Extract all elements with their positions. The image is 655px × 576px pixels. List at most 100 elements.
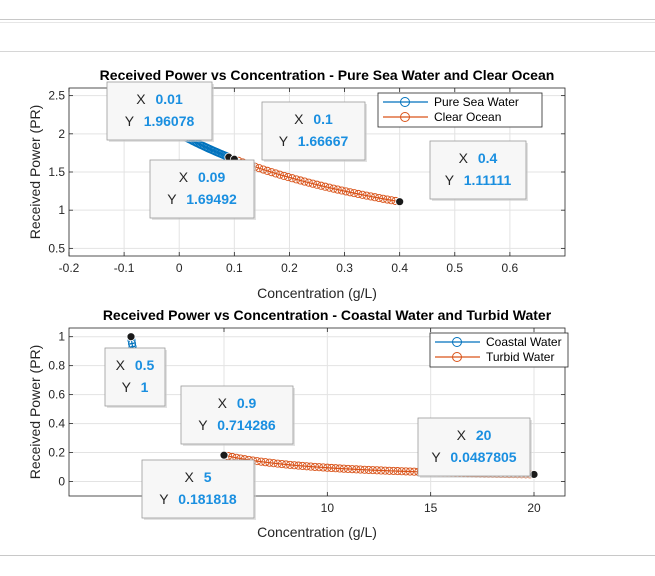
data-point: [377, 466, 386, 475]
datatip-y-value: 0.181818: [178, 491, 237, 507]
datatip-y-value: 1.66667: [298, 133, 349, 149]
data-point: [325, 183, 334, 192]
datatip: X 20 Y 0.0487805: [417, 417, 532, 478]
datatip-y-row: Y 0.714286: [198, 417, 276, 433]
data-point: [273, 459, 282, 468]
chart-title: Received Power vs Concentration - Pure S…: [100, 67, 555, 83]
datatip-x-value: 5: [204, 469, 212, 485]
datatip-x-value: 20: [476, 427, 492, 443]
legend-entry: Turbid Water: [486, 350, 554, 364]
data-point: [327, 463, 336, 473]
toolbar-border: [0, 22, 655, 23]
datatip-y-row: Y 1.69492: [167, 191, 237, 207]
legend-marker: [400, 97, 410, 107]
data-point: [360, 465, 369, 474]
data-point: [267, 168, 276, 177]
datatip-y-row: Y 1.96078: [125, 113, 195, 129]
data-point: [265, 458, 274, 467]
datatip-y-key: Y: [198, 417, 211, 433]
datatip-box: [149, 159, 255, 219]
data-point: [271, 169, 280, 178]
data-point: [343, 464, 353, 473]
data-point: [312, 180, 322, 189]
data-point: [306, 462, 315, 471]
data-point: [372, 466, 381, 475]
datatip-x-value: 0.4: [478, 150, 498, 166]
data-point: [348, 465, 357, 474]
x-tick-label: 0.4: [391, 261, 408, 275]
datatip-x-key: X: [457, 427, 470, 443]
datatip-x-key: X: [459, 150, 472, 166]
data-point: [296, 176, 305, 185]
data-point: [298, 461, 307, 470]
data-point: [261, 458, 270, 467]
datatip-box: [180, 385, 294, 445]
datatip-marker: [219, 450, 229, 460]
data-point: [300, 177, 309, 186]
chart-2: 5 10 15 20 0 0.2 0.4 0.6 0.8 1 Received Power vs C…: [27, 307, 569, 540]
data-point: [257, 457, 266, 466]
data-point: [319, 463, 328, 472]
datatip-box: [106, 81, 213, 141]
y-axis-label: Received Power (PR): [27, 105, 43, 240]
data-point: [269, 459, 278, 468]
datatip-box: [429, 140, 527, 200]
data-point: [362, 191, 371, 200]
data-point: [335, 464, 344, 473]
y-tick-label: 0: [58, 475, 65, 489]
datatip-y-key: Y: [279, 133, 292, 149]
data-point: [263, 166, 272, 175]
datatip-x-row: X 0.01: [136, 91, 183, 107]
data-point: [354, 189, 363, 199]
data-point: [374, 193, 384, 203]
datatip-y-row: Y 1.11111: [445, 172, 512, 188]
axes-box: [68, 327, 566, 497]
data-point: [401, 467, 410, 476]
data-point: [279, 171, 288, 180]
data-point: [323, 463, 332, 472]
window-bottom-border: [0, 555, 655, 556]
y-tick-label: 0.8: [48, 359, 65, 373]
data-point: [281, 460, 291, 469]
data-point: [389, 466, 398, 475]
data-point: [368, 466, 377, 475]
data-point: [352, 465, 361, 474]
data-point: [317, 181, 326, 190]
chart-1: -0.2 -0.1 0 0.1 0.2 0.3 0.4 0.5 0.6 0.5 1 1.5 2 2.5 Re…: [27, 67, 566, 301]
y-tick-label: 0.4: [48, 417, 65, 431]
datatip-box: [417, 417, 531, 477]
data-point: [331, 464, 340, 473]
data-point: [321, 182, 330, 191]
y-tick-label: 1.5: [48, 165, 65, 179]
data-point: [333, 185, 342, 194]
data-point: [385, 466, 394, 475]
datatip: X 0.01 Y 1.96078: [106, 81, 214, 142]
y-tick-label: 2.5: [48, 89, 65, 103]
data-point: [366, 192, 375, 201]
datatip-y-key: Y: [125, 113, 138, 129]
x-tick-label: 0: [176, 261, 183, 275]
datatip-box: [261, 101, 366, 161]
datatip-x-key: X: [184, 469, 197, 485]
data-point: [329, 184, 338, 193]
x-tick-label: 0.3: [336, 261, 353, 275]
data-point: [286, 460, 295, 469]
data-point: [346, 188, 355, 197]
datatip-x-row: X 0.1: [294, 111, 333, 127]
x-tick-label: 0.1: [226, 261, 243, 275]
y-tick-label: 0.2: [48, 446, 65, 460]
datatip-y-key: Y: [431, 449, 444, 465]
window-top-border: [0, 19, 655, 20]
y-tick-label: 1: [58, 203, 65, 217]
y-tick-label: 0.5: [48, 241, 65, 255]
x-tick-label: 10: [321, 501, 335, 515]
datatip-box: [141, 459, 255, 519]
datatip: X 0.5Y 1: [104, 347, 167, 408]
data-point: [397, 467, 406, 476]
chart-title: Received Power vs Concentration - Coasta…: [103, 307, 552, 323]
datatip-x-key: X: [116, 357, 129, 373]
data-point: [310, 462, 319, 471]
toolbar-bottom-border: [0, 51, 655, 52]
datatip-y-value: 1.96078: [144, 113, 195, 129]
